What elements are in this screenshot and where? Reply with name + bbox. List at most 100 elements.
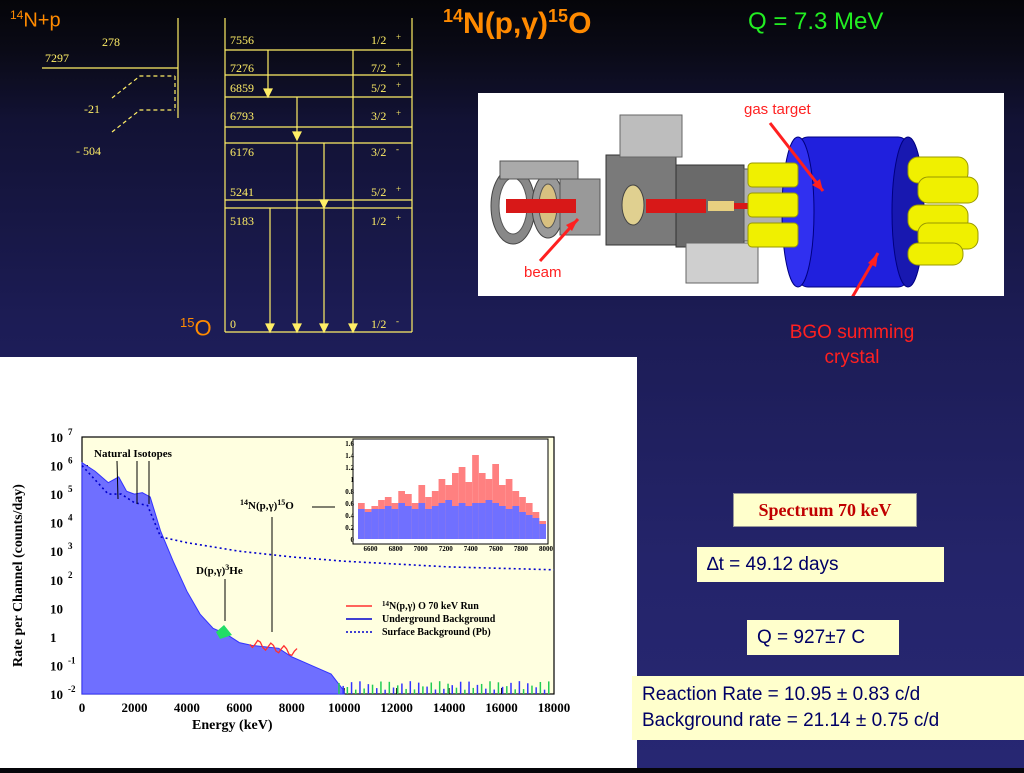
level-energy: 0 — [230, 317, 236, 331]
level-scheme-diagram: 278 7297 -21 - 504 7556 1/2 +7276 7/2 +6859 5… — [42, 18, 413, 334]
y-tick-label: 10 — [50, 658, 63, 673]
live-time-box: ∆t = 49.12 days — [697, 547, 944, 582]
legend-surface-label: Surface Background (Pb) — [382, 627, 491, 638]
inset-x-tick-label: 7000 — [414, 545, 429, 553]
inset-run-bar — [472, 455, 479, 539]
gamma-arrowhead — [348, 323, 358, 334]
resonance-arrow-lower — [111, 109, 175, 133]
y-tick-exponent: 4 — [68, 513, 73, 523]
x-axis-label: Energy (keV) — [192, 718, 273, 733]
inset-y-tick-label: 1.4 — [345, 452, 354, 460]
inset-background-bar — [532, 518, 540, 539]
gamma-arrowhead — [319, 323, 329, 334]
inset-background-bar — [411, 509, 419, 539]
inset-background-bar — [358, 509, 365, 539]
inset-x-tick-label: 8000 — [539, 545, 554, 553]
x-tick-label: 2000 — [121, 700, 147, 715]
inset-background-bar — [458, 503, 466, 539]
bgo-label: BGO summing crystal — [772, 320, 932, 370]
inset-y-tick-label: 1.2 — [345, 464, 354, 472]
y-tick-label: 10 — [50, 573, 63, 588]
inset-background-bar — [425, 509, 432, 539]
x-tick-label: 18000 — [538, 700, 571, 715]
level-parity: - — [396, 144, 399, 154]
resonance-arrow-upper — [111, 75, 175, 99]
level-energy: 7556 — [230, 33, 254, 47]
dpg-peak-fill — [216, 625, 232, 639]
level-parity: + — [396, 108, 401, 118]
level-spin: 1/2 — [371, 33, 386, 47]
inset-background-bar — [465, 506, 473, 539]
inset-y-tick-label: 1 — [351, 476, 355, 484]
y-tick-exponent: -1 — [68, 655, 76, 665]
level-parity: + — [396, 60, 401, 70]
inset-background-bar — [371, 509, 379, 539]
gamma-arrowhead — [292, 131, 302, 142]
gamma-arrowhead — [292, 323, 302, 334]
level-spin: 5/2 — [371, 81, 386, 95]
inset-background-bar — [445, 500, 452, 539]
level-parity: - — [396, 316, 399, 326]
level-parity: + — [396, 80, 401, 90]
inset-background-bar — [472, 503, 479, 539]
level-energy: 6859 — [230, 81, 254, 95]
product-label: 15O — [180, 315, 212, 341]
setup-image — [478, 93, 1004, 309]
spectrum-figure: 0 2000 4000 6000 8000 10000 12000 14000 16000 180… — [0, 357, 637, 768]
inset-background-bar — [492, 503, 499, 539]
x-tick-label: 4000 — [174, 700, 200, 715]
rates-box: Reaction Rate = 10.95 ± 0.83 c/d Backgro… — [632, 676, 1024, 740]
inset-y-tick-label: 0.6 — [345, 500, 354, 508]
inset-x-tick-label: 7400 — [464, 545, 479, 553]
level-spin: 1/2 — [371, 317, 386, 331]
y-tick-exponent: -2 — [68, 684, 76, 694]
x-tick-label: 16000 — [485, 700, 518, 715]
y-tick-label: 10 — [50, 544, 63, 559]
inset-y-tick-label: 0.2 — [345, 524, 354, 532]
level-energy: 6793 — [230, 109, 254, 123]
dpg-annotation: D(p,γ)3He — [196, 563, 243, 577]
inset-run-bar — [492, 464, 499, 539]
inset-background-bar — [405, 506, 412, 539]
inset-background-bar — [378, 509, 385, 539]
level-spin: 3/2 — [371, 145, 386, 159]
pmt-right-group — [907, 156, 979, 266]
slide-title: 14N(p,γ)15O — [443, 6, 592, 40]
gamma-arrowhead — [265, 323, 275, 334]
inset-background-bar — [431, 506, 439, 539]
level-energy: 5241 — [230, 185, 254, 199]
reactants-label: 14N+p — [10, 8, 61, 32]
inset-background-bar — [512, 506, 520, 539]
q-value: Q = 7.3 MeV — [748, 8, 884, 35]
x-tick-label: 10000 — [328, 700, 361, 715]
gamma-arrowhead — [319, 199, 329, 210]
inset-background-bar — [525, 515, 533, 539]
inset-background-bar — [499, 506, 506, 539]
level-parity: + — [396, 213, 401, 223]
gas-target-label: gas target — [744, 101, 811, 118]
y-tick-label: 10 — [50, 487, 63, 502]
spectrum-label: Spectrum 70 keV — [733, 493, 917, 527]
series-underground-background — [81, 461, 345, 695]
inset-background-bar — [384, 506, 392, 539]
inset-x-tick-label: 6600 — [364, 545, 379, 553]
inset-y-tick-label: 0.8 — [345, 488, 354, 496]
inset-x-tick-label: 7200 — [439, 545, 454, 553]
y-tick-exponent: 7 — [68, 427, 73, 437]
series-surface-background — [81, 465, 555, 571]
gamma-arrowhead — [263, 88, 273, 99]
series-high-energy-tail — [338, 681, 550, 694]
inset-background-bar — [452, 506, 459, 539]
legend: 14N(p,γ) O 70 keV Run Underground Backgr… — [346, 600, 496, 638]
y-tick-label: 10 — [50, 430, 63, 445]
legend-run-label: 14N(p,γ) O 70 keV Run — [382, 600, 479, 612]
y-tick-exponent: 3 — [68, 541, 73, 551]
inset-x-tick-label: 7800 — [514, 545, 529, 553]
inset-background-bar — [485, 500, 493, 539]
y-tick-exponent: 5 — [68, 484, 73, 494]
y-tick-label: 10 — [50, 459, 63, 474]
level-parity: + — [396, 184, 401, 194]
y-tick-label: 1 — [50, 630, 57, 645]
gas-target-arrow — [768, 122, 825, 192]
level-energy: 7276 — [230, 61, 254, 75]
